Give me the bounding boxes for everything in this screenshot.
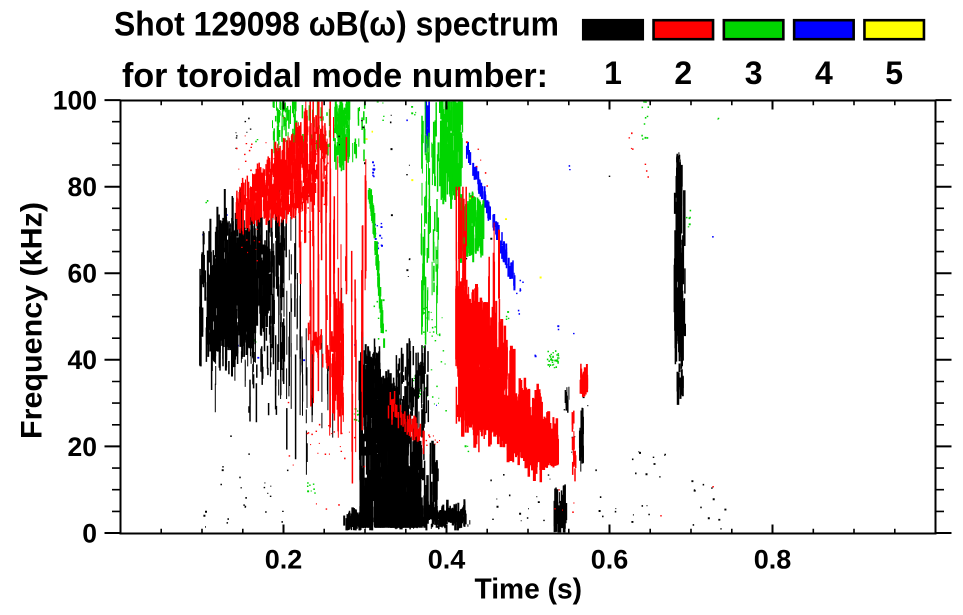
svg-text:Shot 129098 ωB(ω) spectrum: Shot 129098 ωB(ω) spectrum <box>114 6 559 44</box>
svg-text:0.8: 0.8 <box>754 545 792 575</box>
svg-text:5: 5 <box>885 55 903 91</box>
svg-text:20: 20 <box>68 432 97 462</box>
svg-text:40: 40 <box>68 345 97 375</box>
svg-text:0.4: 0.4 <box>428 545 466 575</box>
svg-text:80: 80 <box>68 172 97 202</box>
svg-text:0: 0 <box>82 518 97 548</box>
svg-text:2: 2 <box>674 55 692 91</box>
svg-text:Time (s): Time (s) <box>475 574 583 606</box>
svg-text:1: 1 <box>604 55 622 91</box>
svg-text:Frequency (kHz): Frequency (kHz) <box>16 202 49 439</box>
svg-text:60: 60 <box>68 259 97 289</box>
svg-text:0.2: 0.2 <box>265 545 303 575</box>
svg-text:4: 4 <box>815 55 833 91</box>
svg-text:0.6: 0.6 <box>591 545 629 575</box>
svg-text:100: 100 <box>53 86 97 116</box>
svg-text:for toroidal mode number:: for toroidal mode number: <box>122 57 548 95</box>
svg-text:3: 3 <box>745 55 763 91</box>
